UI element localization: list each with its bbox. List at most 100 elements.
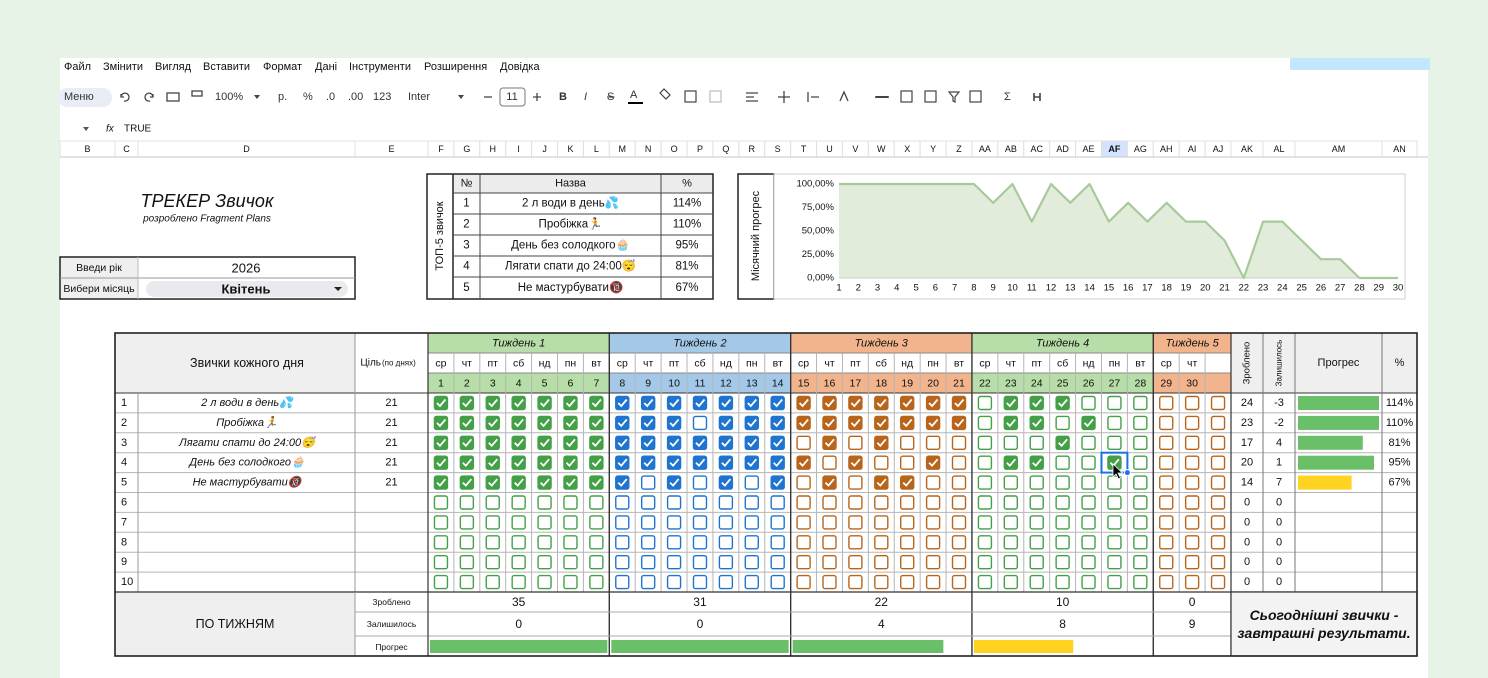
checkbox[interactable]: [1055, 495, 1070, 510]
column-letter[interactable]: Y: [930, 144, 936, 154]
checkbox[interactable]: [848, 415, 863, 431]
align-icon[interactable]: [746, 92, 758, 102]
comment-icon[interactable]: [900, 90, 913, 103]
checkbox[interactable]: [589, 415, 604, 431]
checkbox[interactable]: [1081, 555, 1096, 570]
checkbox[interactable]: [848, 395, 863, 411]
checkbox[interactable]: [796, 455, 811, 470]
checkbox[interactable]: [589, 555, 604, 570]
checkbox[interactable]: [433, 535, 449, 550]
checkbox[interactable]: [640, 455, 656, 470]
checkbox[interactable]: [744, 455, 759, 470]
checkbox[interactable]: [822, 555, 837, 570]
checkbox[interactable]: [537, 535, 552, 550]
month-dropdown[interactable]: [146, 281, 348, 297]
checkbox[interactable]: [770, 555, 785, 570]
column-letter[interactable]: R: [749, 144, 756, 154]
checkbox[interactable]: [692, 475, 708, 490]
year-value[interactable]: 2026: [232, 261, 261, 276]
checkbox[interactable]: [874, 475, 889, 490]
checkbox[interactable]: [744, 495, 759, 510]
checkbox[interactable]: [925, 455, 941, 470]
checkbox[interactable]: [563, 455, 578, 470]
views-icon[interactable]: [969, 90, 982, 103]
checkbox[interactable]: [459, 495, 475, 510]
checkbox[interactable]: [1081, 535, 1096, 550]
checkbox[interactable]: [770, 515, 785, 530]
checkbox[interactable]: [848, 475, 863, 490]
checkbox[interactable]: [615, 435, 630, 450]
checkbox[interactable]: [1133, 415, 1148, 431]
checkbox[interactable]: [744, 535, 759, 550]
checkbox[interactable]: [1133, 555, 1148, 570]
column-letter[interactable]: U: [826, 144, 833, 154]
checkbox[interactable]: [1159, 435, 1174, 450]
checkbox[interactable]: [666, 475, 682, 490]
checkbox[interactable]: [796, 574, 811, 590]
checkbox[interactable]: [692, 455, 708, 470]
checkbox[interactable]: [485, 535, 500, 550]
checkbox[interactable]: [640, 574, 656, 590]
checkbox[interactable]: [485, 495, 500, 510]
checkbox[interactable]: [537, 455, 552, 470]
checkbox[interactable]: [900, 535, 915, 550]
checkbox[interactable]: [563, 574, 578, 590]
checkbox[interactable]: [718, 495, 734, 510]
checkbox[interactable]: [666, 415, 682, 431]
column-letter[interactable]: O: [671, 144, 678, 154]
column-letter[interactable]: E: [388, 144, 394, 154]
checkbox[interactable]: [744, 415, 759, 431]
checkbox[interactable]: [1159, 574, 1174, 590]
checkbox[interactable]: [1003, 395, 1019, 411]
checkbox[interactable]: [640, 515, 656, 530]
checkbox[interactable]: [1081, 475, 1096, 490]
checkbox[interactable]: [925, 395, 941, 411]
checkbox[interactable]: [666, 455, 682, 470]
checkbox[interactable]: [1210, 455, 1226, 470]
checkbox[interactable]: [485, 555, 500, 570]
checkbox[interactable]: [874, 495, 889, 510]
checkbox[interactable]: [1081, 495, 1096, 510]
column-letter[interactable]: T: [801, 144, 807, 154]
checkbox[interactable]: [744, 515, 759, 530]
checkbox[interactable]: [563, 415, 578, 431]
checkbox[interactable]: [900, 435, 915, 450]
checkbox[interactable]: [822, 535, 837, 550]
checkbox[interactable]: [640, 555, 656, 570]
checkbox[interactable]: [718, 555, 734, 570]
checkbox[interactable]: [511, 435, 526, 450]
checkbox[interactable]: [744, 435, 759, 450]
increase-decimals[interactable]: .00: [348, 91, 363, 103]
column-letter[interactable]: AM: [1332, 144, 1346, 154]
checkbox[interactable]: [1029, 455, 1044, 470]
column-letter[interactable]: AF: [1108, 144, 1120, 154]
checkbox[interactable]: [692, 535, 708, 550]
checkbox[interactable]: [1210, 535, 1226, 550]
checkbox[interactable]: [900, 574, 915, 590]
checkbox[interactable]: [666, 535, 682, 550]
column-letter[interactable]: AJ: [1213, 144, 1224, 154]
checkbox[interactable]: [1159, 455, 1174, 470]
checkbox[interactable]: [640, 395, 656, 411]
wrap-icon[interactable]: [807, 92, 819, 102]
column-letter[interactable]: K: [567, 144, 573, 154]
checkbox[interactable]: [511, 495, 526, 510]
checkbox[interactable]: [718, 475, 734, 490]
checkbox[interactable]: [1055, 535, 1070, 550]
checkbox[interactable]: [692, 574, 708, 590]
checkbox[interactable]: [848, 574, 863, 590]
checkbox[interactable]: [459, 415, 475, 431]
column-letter[interactable]: F: [438, 144, 444, 154]
menu-item[interactable]: Довідка: [500, 61, 540, 73]
checkbox[interactable]: [511, 574, 526, 590]
checkbox[interactable]: [1184, 475, 1200, 490]
menu-item[interactable]: Розширення: [424, 61, 487, 73]
checkbox[interactable]: [900, 455, 915, 470]
checkbox[interactable]: [459, 555, 475, 570]
checkbox[interactable]: [718, 574, 734, 590]
checkbox[interactable]: [615, 495, 630, 510]
checkbox[interactable]: [485, 395, 500, 411]
checkbox[interactable]: [459, 535, 475, 550]
checkbox[interactable]: [692, 515, 708, 530]
checkbox[interactable]: [874, 415, 889, 431]
